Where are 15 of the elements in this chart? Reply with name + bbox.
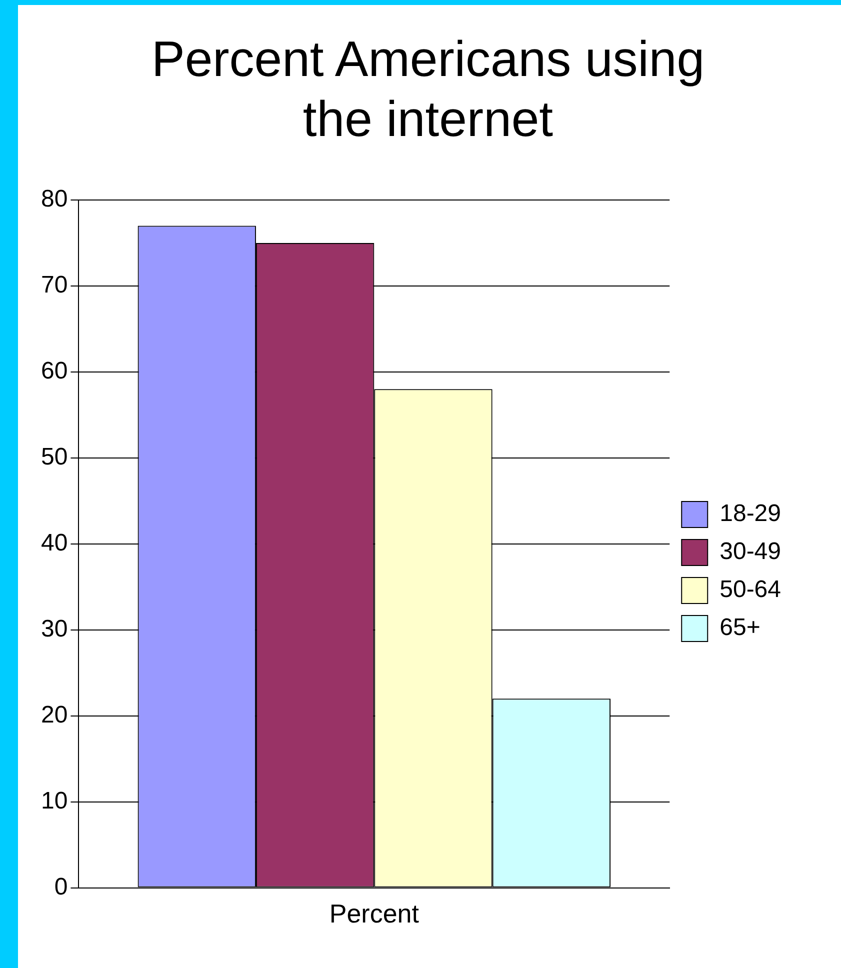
y-tick-label: 60 <box>40 358 68 385</box>
legend-label: 18-29 <box>720 500 782 528</box>
legend-label: 50-64 <box>720 576 782 604</box>
legend-label: 30-49 <box>720 538 782 566</box>
y-tick-label: 10 <box>40 787 68 814</box>
y-tick-label: 20 <box>40 701 68 728</box>
x-tick-label: Percent <box>329 898 420 929</box>
y-tick-label: 40 <box>40 530 68 557</box>
y-tick-label: 70 <box>40 272 68 299</box>
y-tick-label: 80 <box>40 186 68 213</box>
y-tick-label: 0 <box>54 873 68 900</box>
y-tick-label: 30 <box>40 616 68 642</box>
chart-title: Percent Americans using the internet <box>150 30 706 149</box>
y-tick-label: 50 <box>40 444 68 471</box>
legend-label: 65+ <box>720 614 760 642</box>
